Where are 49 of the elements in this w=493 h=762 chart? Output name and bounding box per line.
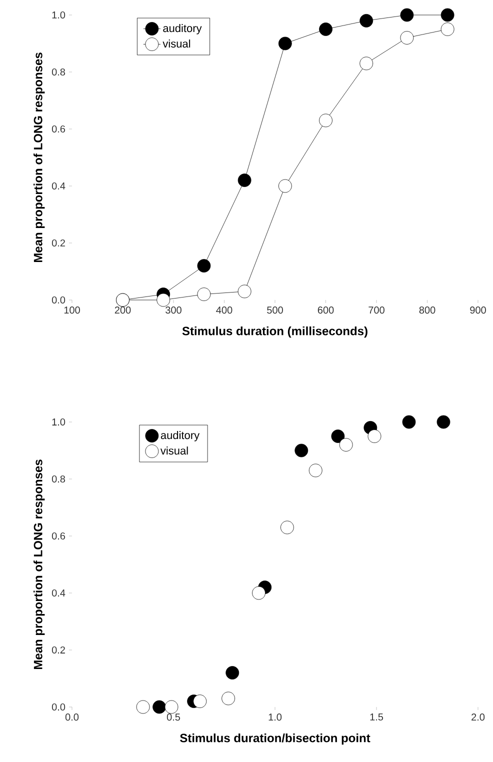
x-tick-label: 0.5 (166, 714, 180, 721)
point (278, 36, 292, 50)
y-tick-label: 1.0 (52, 418, 66, 426)
y-tick-label: 0.8 (52, 475, 66, 483)
point (436, 415, 450, 429)
x-tick-label: 100 (64, 306, 80, 314)
point (226, 666, 240, 680)
y-tick-label: 0.8 (52, 68, 66, 76)
point (400, 8, 414, 22)
x-tick-label: 600 (318, 306, 334, 314)
legend-label: auditory (160, 431, 200, 442)
point (294, 444, 308, 458)
point (193, 694, 207, 708)
x-tick-label: 1.5 (370, 714, 384, 721)
legend-label: visual (160, 446, 188, 455)
x-tick-label: 0.0 (65, 714, 79, 721)
y-tick-label: 0.2 (52, 646, 65, 654)
y-tick-label: 0.0 (52, 703, 66, 711)
legend-label: auditory (163, 24, 202, 34)
point (319, 22, 332, 36)
x-tick-label: 200 (114, 306, 131, 314)
point (402, 415, 416, 429)
point (440, 8, 454, 22)
x-tick-label: 800 (419, 306, 436, 314)
point (152, 700, 166, 714)
y-tick-label: 0.4 (52, 182, 66, 190)
y-tick-label: 0.2 (52, 239, 65, 247)
y-tick-label: 0.4 (52, 589, 66, 597)
x-axis-title: Stimulus duration (milliseconds) (182, 326, 368, 338)
point (360, 14, 374, 28)
x-tick-label: 500 (267, 306, 283, 314)
point (197, 259, 211, 272)
x-tick-label: 900 (470, 306, 486, 314)
legend-label: visual (162, 40, 190, 48)
y-axis-title: Mean proportion of LONG responses (34, 52, 45, 262)
x-tick-label: 700 (368, 306, 384, 314)
x-tick-label: 300 (166, 306, 182, 314)
y-tick-label: 0.6 (52, 125, 66, 133)
y-tick-label: 1.0 (52, 11, 66, 19)
point (331, 430, 345, 443)
x-tick-label: 1.0 (268, 714, 282, 721)
point (238, 174, 252, 187)
y-tick-label: 0.0 (52, 296, 66, 304)
point (156, 293, 170, 307)
y-axis-title: Mean proportion of LONG responses (34, 460, 45, 670)
x-tick-label: 2.0 (472, 714, 485, 721)
x-tick-label: 400 (216, 306, 232, 314)
y-tick-label: 0.6 (52, 532, 66, 540)
x-axis-title: Stimulus duration/bisection point (180, 733, 370, 745)
